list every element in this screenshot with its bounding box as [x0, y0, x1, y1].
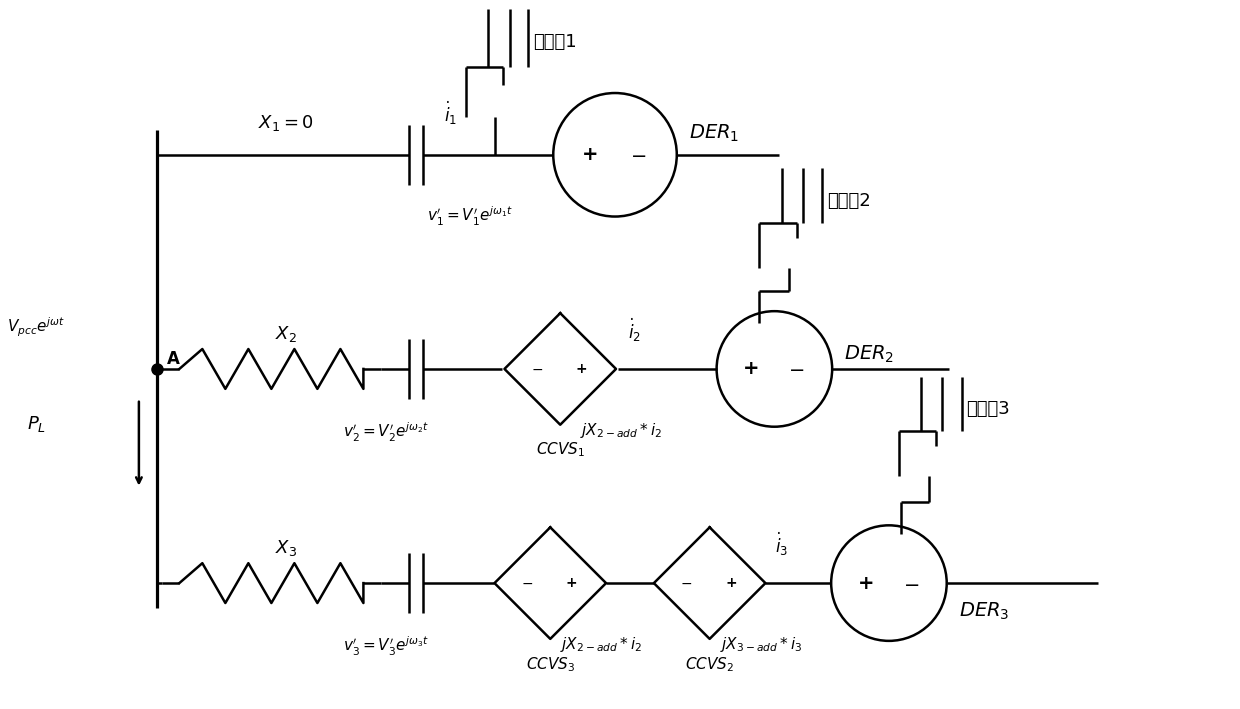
Text: $\dot{i}_2$: $\dot{i}_2$: [629, 317, 641, 344]
Text: $DER_3$: $DER_3$: [959, 601, 1009, 622]
Text: $-$: $-$: [630, 145, 646, 164]
Text: $v_2'=V_2'e^{j\omega_2 t}$: $v_2'=V_2'e^{j\omega_2 t}$: [342, 420, 429, 444]
Text: $jX_{3-add}*i_3$: $jX_{3-add}*i_3$: [719, 635, 802, 654]
Text: +: +: [565, 576, 578, 590]
Text: 蓄电池1: 蓄电池1: [533, 33, 577, 51]
Text: $X_3$: $X_3$: [275, 538, 298, 558]
Text: $\dot{i}_1$: $\dot{i}_1$: [444, 100, 458, 127]
Text: 蓄电池3: 蓄电池3: [966, 401, 1009, 418]
Text: A: A: [167, 350, 180, 368]
Text: $CCVS_3$: $CCVS_3$: [526, 655, 575, 674]
Text: $DER_1$: $DER_1$: [688, 122, 739, 143]
Text: +: +: [858, 574, 874, 593]
Text: $CCVS_2$: $CCVS_2$: [686, 655, 734, 674]
Text: $V_{pcc}e^{j\omega t}$: $V_{pcc}e^{j\omega t}$: [7, 316, 66, 339]
Text: +: +: [575, 362, 588, 376]
Text: +: +: [725, 576, 737, 590]
Text: $\dot{i}_3$: $\dot{i}_3$: [775, 531, 787, 558]
Text: +: +: [582, 145, 599, 164]
Text: $X_1=0$: $X_1=0$: [258, 113, 314, 133]
Text: $-$: $-$: [903, 574, 919, 593]
Text: $jX_{2-add}*i_2$: $jX_{2-add}*i_2$: [560, 635, 642, 654]
Text: $-$: $-$: [681, 576, 692, 590]
Text: +: +: [743, 359, 760, 379]
Text: $-$: $-$: [521, 576, 533, 590]
Text: $CCVS_1$: $CCVS_1$: [536, 441, 585, 459]
Text: 蓄电池2: 蓄电池2: [827, 192, 870, 210]
Text: $DER_2$: $DER_2$: [844, 343, 894, 364]
Text: $P_L$: $P_L$: [27, 414, 46, 434]
Text: $X_2$: $X_2$: [275, 324, 298, 344]
Text: $v_3'=V_3'e^{j\omega_3 t}$: $v_3'=V_3'e^{j\omega_3 t}$: [342, 635, 429, 658]
Text: $jX_{2-add}*i_2$: $jX_{2-add}*i_2$: [580, 420, 662, 440]
Text: $v_1'=V_1'e^{j\omega_1 t}$: $v_1'=V_1'e^{j\omega_1 t}$: [428, 205, 513, 228]
Text: $-$: $-$: [531, 362, 543, 376]
Text: $-$: $-$: [789, 359, 805, 379]
